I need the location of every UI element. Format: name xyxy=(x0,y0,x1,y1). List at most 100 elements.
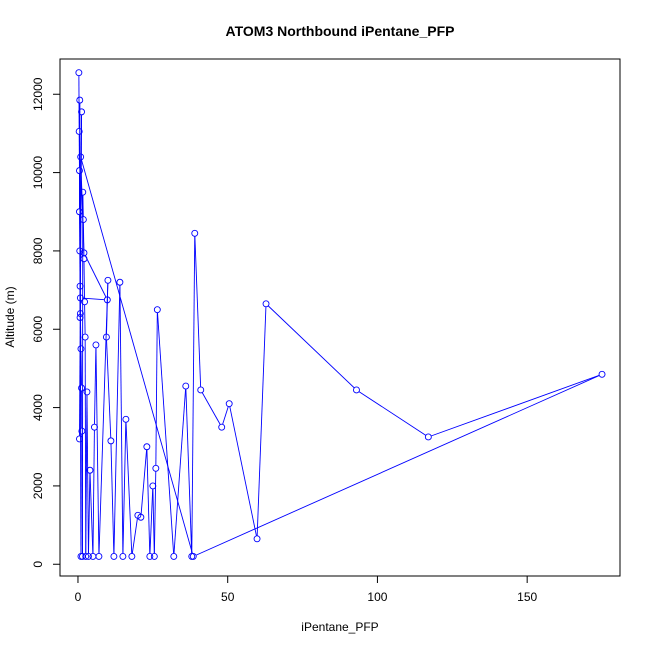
data-point xyxy=(76,167,83,175)
x-tick-label: 50 xyxy=(221,590,235,604)
data-point xyxy=(79,188,87,196)
data-point xyxy=(79,216,87,224)
data-point xyxy=(84,552,92,560)
series-segment xyxy=(131,518,138,554)
data-point xyxy=(253,535,261,543)
y-tick-label: 2000 xyxy=(31,472,45,499)
data-point xyxy=(76,208,83,216)
data-point xyxy=(76,310,84,318)
y-tick-label: 12000 xyxy=(31,77,45,111)
data-point xyxy=(191,229,199,237)
data-point xyxy=(137,513,145,521)
data-point xyxy=(76,96,84,104)
data-point xyxy=(77,153,85,161)
data-point xyxy=(76,294,84,302)
series-segment xyxy=(229,406,257,536)
series-segment xyxy=(113,285,121,554)
data-point xyxy=(90,423,98,431)
series-segment xyxy=(222,406,229,425)
series-segment xyxy=(81,159,193,554)
series-segment xyxy=(173,389,186,554)
series-segment xyxy=(201,392,221,425)
series-segment xyxy=(84,255,107,298)
data-point xyxy=(80,249,88,257)
series-segment xyxy=(95,348,100,554)
data-point xyxy=(92,341,100,349)
data-point xyxy=(143,443,151,451)
series-segment xyxy=(125,422,133,554)
series-segment xyxy=(88,473,91,554)
data-point xyxy=(76,282,84,290)
data-point xyxy=(107,437,115,445)
data-point xyxy=(103,296,111,304)
data-point xyxy=(149,482,157,490)
data-point xyxy=(81,333,89,341)
series-segment xyxy=(157,312,175,554)
data-point xyxy=(76,247,84,255)
y-axis-label: Altitude (m) xyxy=(3,286,17,347)
data-point xyxy=(182,382,190,390)
data-point xyxy=(146,552,154,560)
series-segment xyxy=(194,236,202,387)
series-segment xyxy=(89,473,94,554)
y-tick-label: 6000 xyxy=(31,316,45,343)
data-point xyxy=(78,384,86,392)
data-point xyxy=(225,400,233,408)
x-axis: 0 50 100 150 xyxy=(75,575,537,604)
data-point xyxy=(116,278,124,286)
series-segment xyxy=(431,374,600,437)
data-point xyxy=(104,276,112,284)
y-tick-label: 4000 xyxy=(31,394,45,421)
y-tick-label: 8000 xyxy=(31,237,45,264)
data-point xyxy=(119,552,127,560)
data-point xyxy=(77,552,85,560)
data-point xyxy=(189,552,197,560)
plot-frame xyxy=(59,58,621,577)
series-segment xyxy=(256,306,267,536)
data-point xyxy=(598,370,606,378)
data-point xyxy=(86,466,94,474)
series-segment xyxy=(83,297,105,301)
data-point xyxy=(262,300,270,308)
data-point xyxy=(75,69,83,77)
series-segment xyxy=(94,348,97,424)
series-segment xyxy=(358,391,426,436)
data-point xyxy=(95,552,103,560)
series-segment xyxy=(152,489,155,554)
series-segment xyxy=(86,395,89,554)
series-segment xyxy=(191,236,196,554)
series-segment xyxy=(155,312,158,466)
series-segment xyxy=(85,395,88,554)
series-segment xyxy=(106,340,112,438)
data-point xyxy=(76,435,83,443)
data-point xyxy=(197,386,205,394)
data-point xyxy=(78,427,86,435)
data-point xyxy=(424,433,432,441)
data-point xyxy=(78,108,86,116)
series-segment xyxy=(149,489,154,554)
data-point xyxy=(83,388,91,396)
data-point xyxy=(77,345,85,353)
series-segment xyxy=(92,430,95,554)
series-segment xyxy=(185,389,193,554)
y-tick-label: 0 xyxy=(31,561,45,568)
series-segment xyxy=(119,285,124,554)
y-axis: 0 2000 4000 6000 8000 10000 12000 xyxy=(31,77,61,568)
data-point xyxy=(75,128,83,135)
y-tick-label: 10000 xyxy=(31,156,45,190)
data-point xyxy=(218,423,226,431)
data-point xyxy=(153,306,161,314)
data-point xyxy=(122,415,130,423)
series-segment xyxy=(196,375,600,556)
data-point xyxy=(80,255,88,263)
data-point xyxy=(89,552,97,560)
data-point xyxy=(76,314,84,321)
data-point xyxy=(150,552,158,560)
series-layer xyxy=(75,69,606,560)
series-segment xyxy=(83,261,85,299)
data-point xyxy=(170,552,178,560)
data-point xyxy=(128,552,136,560)
chart-title: ATOM3 Northbound iPentane_PFP xyxy=(226,23,455,39)
series-segment xyxy=(140,449,148,515)
